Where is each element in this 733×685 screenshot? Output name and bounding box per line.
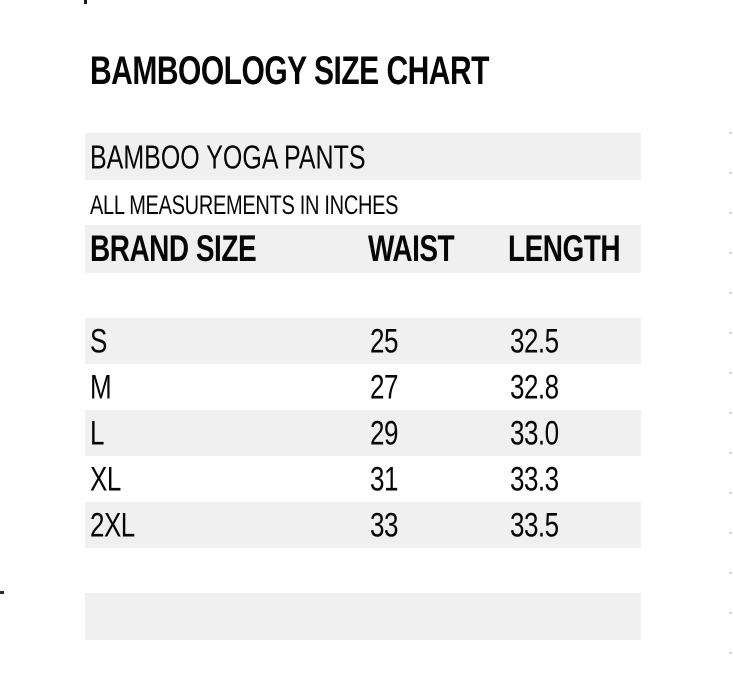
product-name-bar: BAMBOO YOGA PANTS	[85, 133, 641, 180]
length-cell: 32.5	[508, 321, 641, 361]
brand-size-cell: XL	[85, 459, 368, 499]
column-header-length-text: LENGTH	[508, 227, 621, 269]
length-value: 33.5	[510, 504, 559, 545]
waist-cell: 31	[368, 459, 508, 499]
length-value: 33.3	[510, 458, 559, 499]
brand-size-cell: S	[85, 321, 368, 361]
brand-size-value: M	[90, 366, 112, 407]
length-value: 32.8	[510, 366, 559, 407]
brand-size-cell: 2XL	[85, 505, 368, 545]
length-value: 33.0	[510, 412, 559, 453]
waist-value: 25	[370, 320, 398, 361]
table-row-m: M 27 32.8	[85, 364, 641, 410]
measurements-note: ALL MEASUREMENTS IN INCHES	[90, 190, 398, 222]
brand-size-value: L	[90, 412, 104, 453]
length-cell: 33.3	[508, 459, 641, 499]
empty-footer-bar	[85, 593, 641, 640]
table-row-xl: XL 31 33.3	[85, 456, 641, 502]
length-cell: 32.8	[508, 367, 641, 407]
waist-cell: 25	[368, 321, 508, 361]
waist-value: 29	[370, 412, 398, 453]
table-header-row: BRAND SIZE WAIST LENGTH	[85, 225, 641, 273]
waist-cell: 27	[368, 367, 508, 407]
column-header-brand-size-text: BRAND SIZE	[90, 227, 257, 269]
brand-size-cell: L	[85, 413, 368, 453]
brand-size-value: XL	[90, 458, 121, 499]
column-header-waist: WAIST	[368, 228, 508, 269]
page-title: BAMBOOLOGY SIZE CHART	[90, 49, 489, 94]
brand-size-value: S	[90, 320, 107, 361]
table-row-l: L 29 33.0	[85, 410, 641, 456]
waist-value: 27	[370, 366, 398, 407]
column-header-waist-text: WAIST	[368, 227, 455, 269]
column-header-length: LENGTH	[508, 228, 641, 269]
brand-size-cell: M	[85, 367, 368, 407]
length-cell: 33.5	[508, 505, 641, 545]
waist-cell: 33	[368, 505, 508, 545]
waist-value: 33	[370, 504, 398, 545]
edge-artifact-tick	[0, 591, 4, 594]
length-cell: 33.0	[508, 413, 641, 453]
brand-size-value: 2XL	[90, 504, 135, 545]
length-value: 32.5	[510, 320, 559, 361]
size-table-body: S 25 32.5 M 27 32.8 L 29 33.0 XL 31 33.3…	[85, 273, 641, 548]
product-name-text: BAMBOO YOGA PANTS	[90, 139, 366, 177]
measurements-note-text: ALL MEASUREMENTS IN INCHES	[90, 190, 399, 220]
waist-cell: 29	[368, 413, 508, 453]
table-row-2xl: 2XL 33 33.5	[85, 502, 641, 548]
right-edge-gridline-ticks	[729, 132, 732, 657]
column-header-brand-size: BRAND SIZE	[85, 228, 368, 269]
page-title-text: BAMBOOLOGY SIZE CHART	[90, 49, 489, 94]
empty-table-row	[85, 273, 641, 318]
edge-artifact-tick	[84, 0, 87, 4]
waist-value: 31	[370, 458, 398, 499]
table-row-s: S 25 32.5	[85, 318, 641, 364]
